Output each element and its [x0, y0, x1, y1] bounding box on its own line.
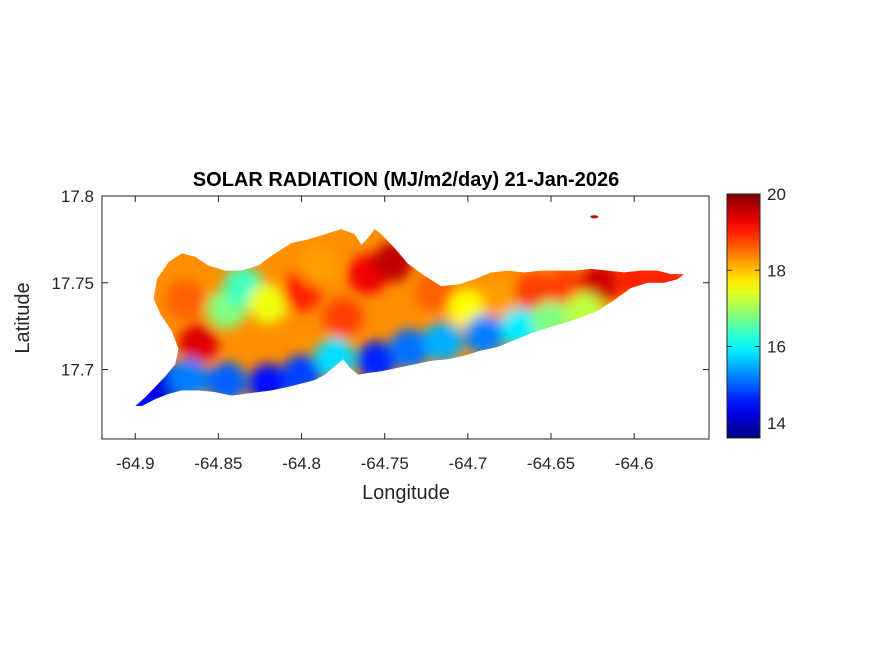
colorbar-gradient [726, 193, 761, 439]
colorbar-tick-label: 16 [767, 338, 786, 357]
field-cell [248, 363, 289, 404]
y-axis: 17.8 17.75 17.7 [51, 187, 709, 380]
field-cell [580, 262, 621, 303]
heatmap-area [135, 215, 685, 406]
y-tick-label: 17.8 [61, 187, 94, 206]
field-cell [422, 321, 463, 362]
colorbar-tick-label: 18 [767, 261, 786, 280]
x-tick-label: -64.8 [282, 454, 321, 473]
field-cell [314, 337, 355, 378]
field-cell [564, 292, 605, 333]
x-tick-label: -64.85 [194, 454, 242, 473]
colorbar-ticks: 20 18 16 14 [727, 185, 786, 433]
field-cell [389, 328, 430, 369]
field-cell [514, 271, 555, 312]
x-tick-label: -64.9 [116, 454, 155, 473]
island-shape [135, 229, 685, 406]
y-tick-label: 17.75 [51, 274, 94, 293]
field-cell [531, 301, 571, 341]
x-axis-label: Longitude [362, 482, 450, 504]
field-cell [165, 280, 206, 321]
field-cell [373, 242, 413, 282]
colorbar-tick-label: 20 [767, 185, 786, 204]
colorbar-tick-label: 14 [767, 414, 786, 433]
x-tick-label: -64.65 [527, 454, 575, 473]
plot-frame [101, 195, 710, 440]
field-cell [168, 358, 209, 399]
field-cell [647, 257, 685, 298]
y-tick-label: 17.7 [61, 361, 94, 380]
field-cell [178, 323, 219, 364]
field-cell [323, 297, 364, 338]
x-tick-label: -64.7 [448, 454, 487, 473]
x-axis: -64.9 -64.85 -64.8 -64.75 -64.7 -64.65 -64.6 [116, 196, 654, 473]
islet [590, 215, 599, 219]
field-cell [464, 314, 505, 355]
field-cell [481, 280, 522, 321]
field-cell [298, 245, 339, 286]
field-cell [248, 283, 289, 324]
colorbar: 20 18 16 14 [726, 185, 786, 439]
x-tick-label: -64.75 [361, 454, 409, 473]
chart-title: SOLAR RADIATION (MJ/m2/day) 21-Jan-2026 [193, 169, 619, 191]
y-axis-label: Latitude [12, 282, 34, 353]
x-tick-label: -64.6 [615, 454, 654, 473]
field-cell [206, 361, 247, 402]
